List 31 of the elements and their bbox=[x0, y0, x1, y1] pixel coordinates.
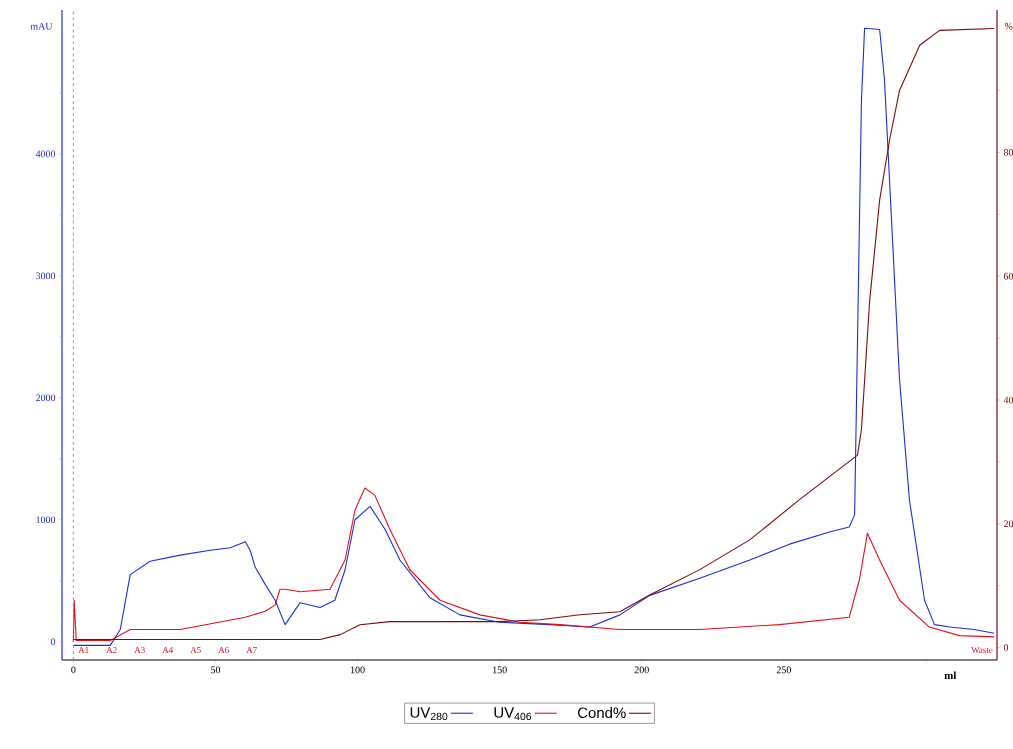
annotation: A7 bbox=[246, 647, 257, 653]
annotation: A6 bbox=[218, 646, 229, 654]
annotation: A5 bbox=[190, 646, 201, 654]
legend-label: UV$_{406}$ bbox=[494, 707, 532, 721]
y2-tick-label: 80 bbox=[1003, 149, 1013, 156]
x-tick-label: 150 bbox=[493, 666, 507, 674]
annotation: A4 bbox=[162, 647, 174, 653]
y2-tick-label: 40 bbox=[1003, 396, 1013, 404]
y2-tick-label: 60 bbox=[1003, 272, 1013, 280]
y2-tick-label: 0 bbox=[1003, 644, 1009, 651]
y2-axis-title: % bbox=[1004, 22, 1013, 30]
annotation: Waste bbox=[971, 646, 993, 654]
annotation: A3 bbox=[134, 646, 145, 654]
x-axis-title: ml bbox=[944, 671, 957, 680]
x-tick-label: 0 bbox=[71, 666, 76, 674]
y-tick-label: 0 bbox=[50, 638, 56, 646]
x-tick-label: 250 bbox=[776, 666, 791, 674]
legend-label: UV$_{280}$ bbox=[410, 707, 448, 721]
y2-tick-label: 20 bbox=[1003, 520, 1013, 528]
line-series bbox=[72, 487, 995, 643]
x-tick-label: 200 bbox=[634, 666, 649, 674]
x-tick-label: 50 bbox=[211, 666, 221, 674]
y-tick-label: 1000 bbox=[36, 516, 56, 524]
annotation: A2 bbox=[106, 647, 117, 653]
y-tick-label: 2000 bbox=[36, 394, 56, 402]
annotation: A1 bbox=[78, 647, 89, 653]
x-tick-label: 100 bbox=[350, 666, 365, 674]
y-tick-label: 4000 bbox=[35, 150, 56, 158]
y-tick-label: 3000 bbox=[36, 272, 56, 280]
legend-label: Cond% bbox=[578, 707, 626, 719]
y-axis-title: mAU bbox=[30, 22, 53, 30]
